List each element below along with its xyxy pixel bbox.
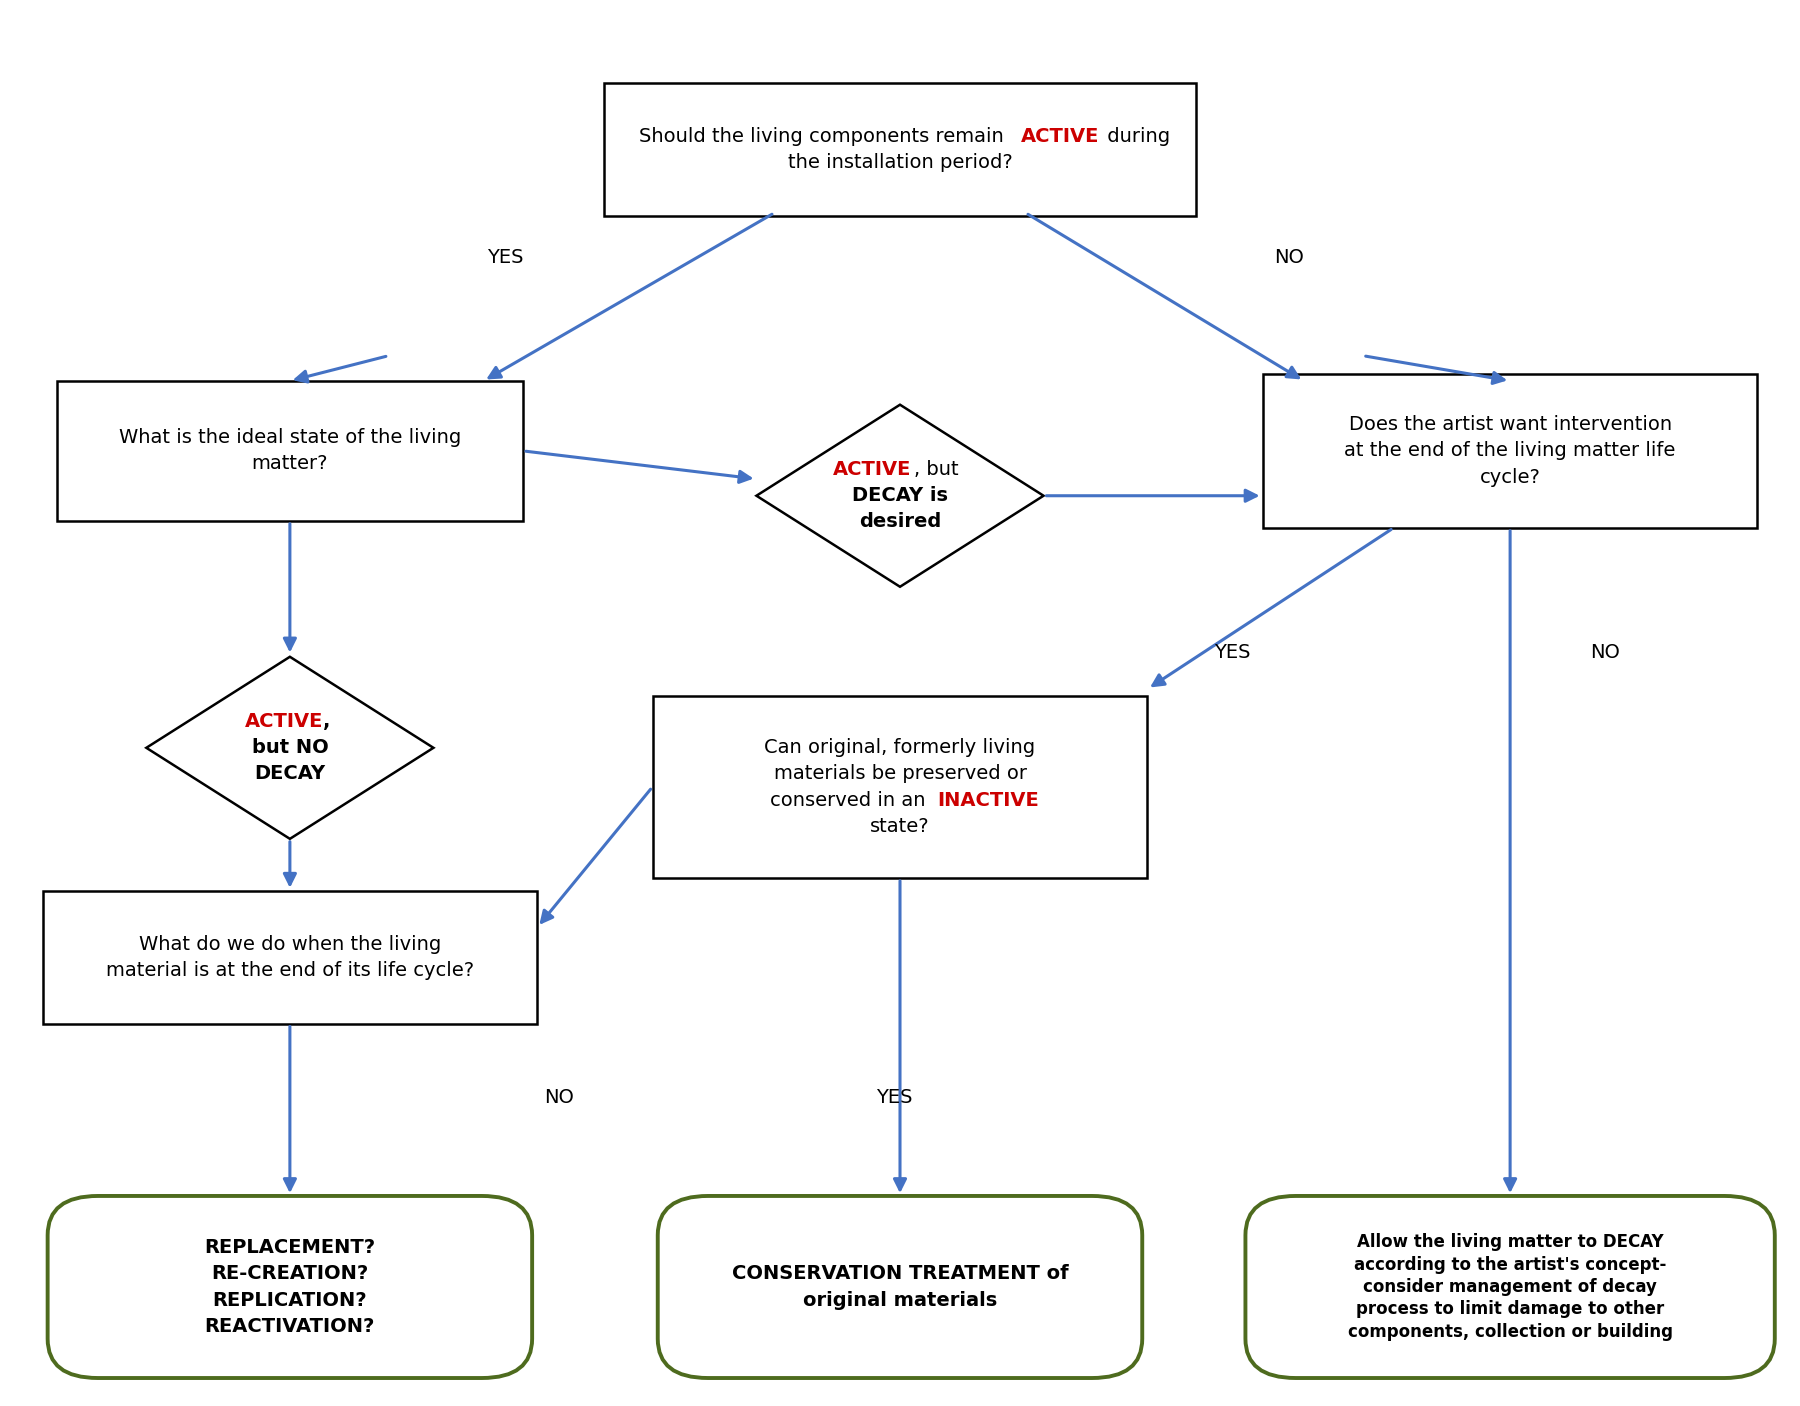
FancyBboxPatch shape <box>1264 374 1757 527</box>
FancyBboxPatch shape <box>653 696 1147 879</box>
Text: conserved in an: conserved in an <box>770 790 932 810</box>
Text: the installation period?: the installation period? <box>788 153 1012 173</box>
Text: YES: YES <box>488 247 524 267</box>
Text: process to limit damage to other: process to limit damage to other <box>1355 1301 1665 1319</box>
Text: NO: NO <box>544 1088 574 1108</box>
Text: materials be preserved or: materials be preserved or <box>774 765 1026 783</box>
FancyBboxPatch shape <box>43 891 536 1025</box>
Text: ACTIVE: ACTIVE <box>1021 128 1100 146</box>
Text: DECAY is: DECAY is <box>851 486 949 505</box>
Text: cycle?: cycle? <box>1480 468 1541 486</box>
Text: consider management of decay: consider management of decay <box>1363 1278 1658 1296</box>
Text: Allow the living matter to DECAY: Allow the living matter to DECAY <box>1357 1233 1663 1251</box>
Polygon shape <box>146 657 434 839</box>
Text: REACTIVATION?: REACTIVATION? <box>205 1316 374 1336</box>
FancyBboxPatch shape <box>657 1197 1143 1378</box>
Polygon shape <box>756 405 1044 586</box>
Text: Can original, formerly living: Can original, formerly living <box>765 738 1035 758</box>
FancyBboxPatch shape <box>56 381 524 522</box>
Text: but NO: but NO <box>252 738 328 758</box>
Text: DECAY: DECAY <box>254 765 326 783</box>
Text: ACTIVE: ACTIVE <box>833 460 911 479</box>
Text: ,: , <box>322 713 329 731</box>
Text: according to the artist's concept-: according to the artist's concept- <box>1354 1256 1667 1274</box>
FancyBboxPatch shape <box>605 83 1195 217</box>
Text: matter?: matter? <box>252 454 328 474</box>
Text: RE-CREATION?: RE-CREATION? <box>211 1264 369 1284</box>
FancyBboxPatch shape <box>47 1197 533 1378</box>
Text: INACTIVE: INACTIVE <box>938 790 1039 810</box>
Text: YES: YES <box>1213 643 1251 662</box>
Text: ACTIVE: ACTIVE <box>245 713 322 731</box>
Text: components, collection or building: components, collection or building <box>1348 1323 1672 1341</box>
FancyBboxPatch shape <box>1246 1197 1775 1378</box>
Text: Does the artist want intervention: Does the artist want intervention <box>1348 415 1672 434</box>
Text: YES: YES <box>877 1088 913 1108</box>
Text: material is at the end of its life cycle?: material is at the end of its life cycle… <box>106 962 473 980</box>
Text: REPLICATION?: REPLICATION? <box>212 1291 367 1309</box>
Text: during: during <box>1102 128 1170 146</box>
Text: Should the living components remain: Should the living components remain <box>639 128 1010 146</box>
Text: desired: desired <box>859 512 941 531</box>
Text: at the end of the living matter life: at the end of the living matter life <box>1345 441 1676 460</box>
Text: state?: state? <box>869 817 931 835</box>
Text: REPLACEMENT?: REPLACEMENT? <box>205 1239 376 1257</box>
Text: NO: NO <box>1274 247 1305 267</box>
Text: What is the ideal state of the living: What is the ideal state of the living <box>119 429 461 447</box>
Text: original materials: original materials <box>803 1291 997 1309</box>
Text: What do we do when the living: What do we do when the living <box>139 935 441 955</box>
Text: CONSERVATION TREATMENT of: CONSERVATION TREATMENT of <box>731 1264 1069 1284</box>
Text: , but: , but <box>914 460 959 479</box>
Text: NO: NO <box>1589 643 1620 662</box>
